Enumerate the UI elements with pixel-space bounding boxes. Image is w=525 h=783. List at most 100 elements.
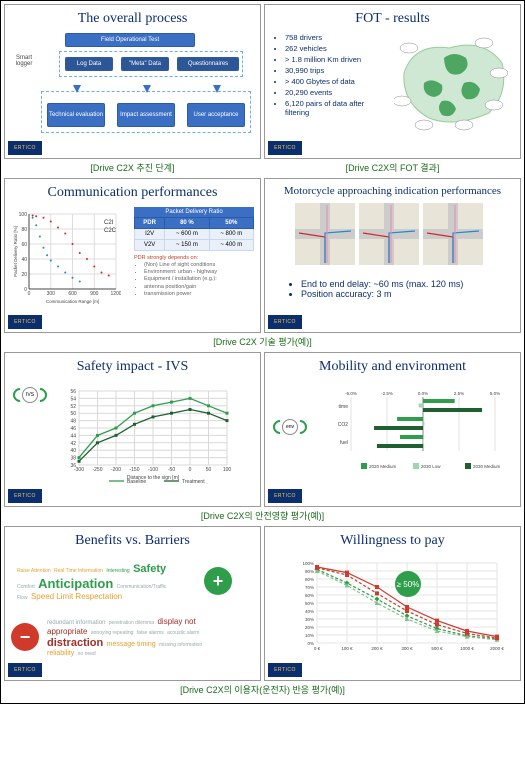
svg-text:80: 80 bbox=[21, 227, 27, 233]
panel-title: Motorcycle approaching indication perfor… bbox=[265, 179, 520, 199]
svg-text:60%: 60% bbox=[305, 593, 314, 598]
ivs-badge: IVS bbox=[13, 385, 47, 405]
motorcycle-body: End to end delay: ~60 ms (max. 120 ms)Po… bbox=[265, 199, 520, 319]
fot-bullet: > 400 Gbytes of data bbox=[285, 77, 386, 86]
smart-logger-label: Smart logger bbox=[9, 55, 39, 67]
mobility-body: env -5.0%-2.5%0.0%2.5%5.0%timeCO2fuel202… bbox=[265, 377, 520, 497]
svg-text:-5.0%: -5.0% bbox=[345, 391, 357, 396]
svg-text:20%: 20% bbox=[305, 625, 314, 630]
svg-text:0: 0 bbox=[189, 467, 192, 473]
fot-bullet-list: 758 drivers262 vehicles> 1.8 million Km … bbox=[271, 33, 386, 117]
ertico-logo: ERTICO bbox=[8, 315, 42, 329]
svg-text:0: 0 bbox=[28, 291, 31, 297]
svg-text:2.5%: 2.5% bbox=[454, 391, 464, 396]
arrow-icon bbox=[73, 85, 81, 93]
cloud-word: false alarms bbox=[137, 630, 164, 636]
svg-text:30%: 30% bbox=[305, 617, 314, 622]
box-questionnaires: Questionnaires bbox=[177, 57, 239, 71]
svg-text:46: 46 bbox=[70, 426, 76, 432]
pdr-note-title: PDR strongly depends on: bbox=[134, 255, 254, 262]
svg-text:300: 300 bbox=[47, 291, 56, 297]
cloud-word: no need bbox=[78, 651, 96, 657]
caption: [Drive C2X의 FOT 결과] bbox=[264, 161, 521, 174]
caption: [Drive C2X의 이용자(운전자) 반응 평가(예)] bbox=[4, 683, 521, 696]
cloud-word: message timing bbox=[107, 641, 156, 648]
svg-text:100%: 100% bbox=[302, 561, 314, 566]
cloud-word: Speed Limit Respectation bbox=[31, 592, 122, 601]
svg-text:-100: -100 bbox=[148, 467, 158, 473]
row-4: Benefits vs. Barriers Raise Attention Re… bbox=[4, 526, 521, 681]
svg-text:90%: 90% bbox=[305, 569, 314, 574]
motorcycle-bullets: End to end delay: ~60 ms (max. 120 ms)Po… bbox=[287, 279, 463, 299]
svg-text:80%: 80% bbox=[305, 577, 314, 582]
cloud-word: Interesting bbox=[106, 568, 129, 574]
svg-text:2020 Medium: 2020 Medium bbox=[369, 464, 397, 469]
arrow-icon bbox=[143, 85, 151, 93]
env-badge: env bbox=[273, 417, 307, 437]
svg-text:-150: -150 bbox=[129, 467, 139, 473]
cloud-word: Comfort bbox=[17, 584, 35, 590]
wtp-body: 0%10%20%30%40%50%60%70%80%90%100%0 €100 … bbox=[265, 551, 520, 671]
svg-text:40: 40 bbox=[21, 257, 27, 263]
svg-text:200 €: 200 € bbox=[371, 646, 383, 651]
svg-text:0 €: 0 € bbox=[314, 646, 321, 651]
svg-text:100: 100 bbox=[223, 467, 232, 473]
plus-icon: + bbox=[204, 567, 232, 595]
pdr-right: Packet Delivery Ratio PDR80 %50%I2V~ 600… bbox=[134, 207, 254, 298]
cloud-word: acoustic alarm bbox=[167, 630, 199, 636]
caption: [Drive C2X의 안전영향 평가(예)] bbox=[4, 509, 521, 522]
box-user-acceptance: User acceptance bbox=[187, 103, 245, 127]
row-2: Communication performances 0204060801000… bbox=[4, 178, 521, 333]
fot-bullet: 262 vehicles bbox=[285, 44, 386, 53]
svg-text:-2.5%: -2.5% bbox=[381, 391, 393, 396]
svg-text:48: 48 bbox=[70, 419, 76, 425]
cloud-word: missing information bbox=[159, 642, 202, 648]
panel-benefits-barriers: Benefits vs. Barriers Raise Attention Re… bbox=[4, 526, 261, 681]
panel-comm-perf: Communication performances 0204060801000… bbox=[4, 178, 261, 333]
box-impact-assessment: Impact assessment bbox=[117, 103, 175, 127]
panel-mobility-env: Mobility and environment env -5.0%-2.5%0… bbox=[264, 352, 521, 507]
ertico-logo: ERTICO bbox=[8, 141, 42, 155]
svg-text:100: 100 bbox=[19, 212, 28, 218]
svg-text:Baseline: Baseline bbox=[127, 479, 146, 485]
panel-overall-process: The overall process Smart logger Field O… bbox=[4, 4, 261, 159]
panel-safety-ivs: Safety impact - IVS IVS 3638404244464850… bbox=[4, 352, 261, 507]
safety-body: IVS 3638404244464850525456-300-250-200-1… bbox=[5, 377, 260, 497]
svg-text:38: 38 bbox=[70, 456, 76, 462]
panel-willingness: Willingness to pay 0%10%20%30%40%50%60%7… bbox=[264, 526, 521, 681]
pdr-table: PDR80 %50%I2V~ 600 m~ 800 mV2V~ 150 m~ 4… bbox=[134, 217, 254, 251]
svg-text:fuel: fuel bbox=[340, 440, 348, 446]
pdr-table-title: Packet Delivery Ratio bbox=[134, 207, 254, 217]
svg-text:600: 600 bbox=[68, 291, 77, 297]
svg-text:40: 40 bbox=[70, 448, 76, 454]
cloud-word: annoying repeating bbox=[91, 630, 134, 636]
fot-bullet: 6,120 pairs of data after filtering bbox=[285, 99, 386, 117]
svg-text:C2C: C2C bbox=[104, 228, 117, 234]
svg-text:2030 Medium: 2030 Medium bbox=[473, 464, 501, 469]
caption: [Drive C2X 추진 단계] bbox=[4, 161, 261, 174]
cloud-word: Real Time Information bbox=[54, 568, 103, 574]
fifty-pct-bubble: ≥ 50% bbox=[395, 571, 421, 597]
svg-text:54: 54 bbox=[70, 396, 76, 402]
ertico-logo: ERTICO bbox=[8, 663, 42, 677]
svg-text:50: 50 bbox=[70, 411, 76, 417]
svg-text:-50: -50 bbox=[168, 467, 175, 473]
svg-text:100 €: 100 € bbox=[341, 646, 353, 651]
svg-text:1200: 1200 bbox=[110, 291, 121, 297]
box-meta-data: "Meta" Data bbox=[121, 57, 169, 71]
svg-text:20: 20 bbox=[21, 272, 27, 278]
arrow-icon bbox=[213, 85, 221, 93]
minus-icon: − bbox=[11, 623, 39, 651]
fot-bullet: 758 drivers bbox=[285, 33, 386, 42]
ivs-chart: 3638404244464850525456-300-250-200-150-1… bbox=[55, 385, 235, 485]
svg-text:44: 44 bbox=[70, 433, 76, 439]
svg-text:C2I: C2I bbox=[104, 220, 114, 226]
fot-body: 758 drivers262 vehicles> 1.8 million Km … bbox=[265, 29, 520, 149]
panel-title: FOT - results bbox=[265, 5, 520, 29]
svg-text:50%: 50% bbox=[305, 601, 314, 606]
cloud-word: penetration dilemma bbox=[109, 620, 154, 626]
svg-text:2030 Low: 2030 Low bbox=[421, 464, 441, 469]
ertico-logo: ERTICO bbox=[268, 489, 302, 503]
motorcycle-bullet: Position accuracy: 3 m bbox=[301, 289, 463, 299]
svg-text:40%: 40% bbox=[305, 609, 314, 614]
